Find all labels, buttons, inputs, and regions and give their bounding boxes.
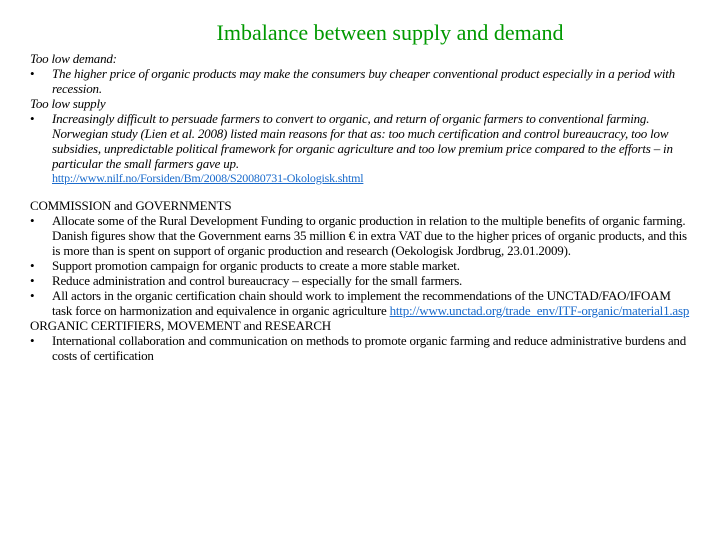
bullet-comm-1: Allocate some of the Rural Development F… [52,214,690,259]
heading-commission: COMMISSION and GOVERNMENTS [30,199,690,214]
bullet-mark: • [30,334,52,364]
bullet-mark: • [30,67,52,97]
link-unctad[interactable]: http://www.unctad.org/trade_env/ITF-orga… [390,303,690,318]
heading-too-low-demand: Too low demand: [30,52,690,67]
bullet-mark: • [30,289,52,319]
bullet-cert-1: International collaboration and communic… [52,334,690,364]
bullet-comm-2: Support promotion campaign for organic p… [52,259,690,274]
bullet-demand-1: The higher price of organic products may… [52,67,690,97]
bullet-mark: • [30,259,52,274]
link-nilf[interactable]: http://www.nilf.no/Forsiden/Bm/2008/S200… [52,172,690,186]
bullet-comm-3: Reduce administration and control bureau… [52,274,690,289]
bullet-mark: • [30,274,52,289]
page-title: Imbalance between supply and demand [90,20,690,46]
bullet-supply-1: Increasingly difficult to persuade farme… [52,112,690,172]
bullet-mark: • [30,112,52,172]
heading-certifiers: ORGANIC CERTIFIERS, MOVEMENT and RESEARC… [30,319,690,334]
bullet-mark: • [30,214,52,259]
heading-too-low-supply: Too low supply [30,97,690,112]
bullet-comm-4: All actors in the organic certification … [52,289,690,319]
